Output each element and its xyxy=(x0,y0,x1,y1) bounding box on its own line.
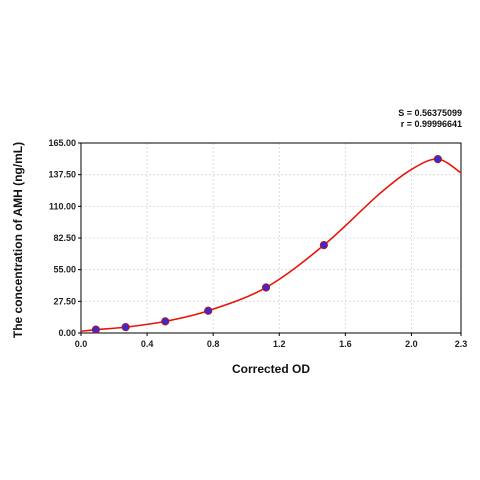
x-tick-label: 1.6 xyxy=(339,339,352,349)
x-axis: 0.0 0.4 0.8 1.2 1.6 2.0 2.3 xyxy=(75,333,468,349)
y-tick-label: 137.50 xyxy=(48,170,76,180)
y-tick-label: 55.00 xyxy=(53,265,76,275)
data-point-4 xyxy=(204,306,213,315)
fit-curve xyxy=(80,158,462,333)
y-axis: 0.00 27.50 55.00 82.50 110.00 137.50 165.00 xyxy=(48,138,81,338)
x-tick-label: 1.2 xyxy=(273,339,286,349)
x-tick-label: 0.8 xyxy=(207,339,220,349)
x-axis-title: Corrected OD xyxy=(232,362,310,376)
data-point-3 xyxy=(161,317,170,326)
s-statistic: S = 0.56375099 xyxy=(398,108,462,118)
y-tick-label: 27.50 xyxy=(53,296,76,306)
r-statistic: r = 0.99996641 xyxy=(401,119,462,129)
data-point-5 xyxy=(261,283,271,292)
data-point-6 xyxy=(319,241,328,250)
y-tick-label: 165.00 xyxy=(48,138,76,148)
data-point-1 xyxy=(91,325,100,334)
x-tick-label: 2.3 xyxy=(455,339,468,349)
y-tick-label: 82.50 xyxy=(53,233,76,243)
x-tick-label: 0.4 xyxy=(141,339,154,349)
grid xyxy=(81,143,461,333)
data-point-2 xyxy=(121,323,130,332)
y-tick-label: 110.00 xyxy=(49,201,76,211)
x-tick-label: 2.0 xyxy=(405,339,418,349)
data-points xyxy=(91,155,442,334)
y-tick-label: 0.00 xyxy=(58,328,76,338)
data-point-7 xyxy=(433,155,442,164)
y-axis-title: The concentration of AMH (ng/mL) xyxy=(11,142,25,338)
x-tick-label: 0.0 xyxy=(75,339,88,349)
